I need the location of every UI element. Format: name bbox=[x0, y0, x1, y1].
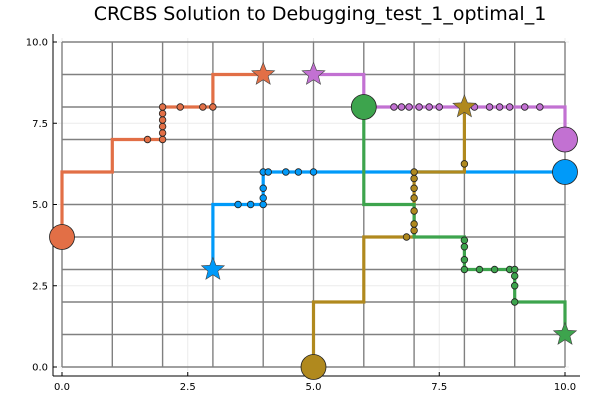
series-1-point-9 bbox=[309, 168, 318, 176]
series-0-point-5 bbox=[158, 109, 167, 118]
series-2-goal-marker bbox=[452, 94, 477, 118]
series-0-point-1 bbox=[158, 135, 167, 144]
series-4-point-1 bbox=[390, 103, 398, 111]
series-3-point-5 bbox=[490, 265, 499, 274]
x-tick-label-0: 0.0 bbox=[54, 382, 70, 393]
series-4-point-6 bbox=[435, 103, 443, 111]
series-2-path bbox=[311, 107, 466, 367]
y-tick-label-0: 0.0 bbox=[32, 363, 48, 374]
series-3-start-marker bbox=[350, 94, 377, 120]
series-1-goal-marker bbox=[200, 256, 226, 280]
series-3-point-2 bbox=[460, 256, 469, 264]
series-2-point-8 bbox=[460, 160, 469, 168]
series-3-point-0 bbox=[460, 236, 469, 244]
series-1-point-3 bbox=[259, 194, 267, 202]
series-4-point-9 bbox=[485, 103, 494, 111]
y-tick-label-2: 5.0 bbox=[32, 200, 48, 211]
series-1-point-4 bbox=[259, 184, 267, 192]
series-4-point-13 bbox=[536, 103, 544, 111]
series-4-point-10 bbox=[495, 103, 504, 111]
x-tick-label-3: 7.5 bbox=[431, 382, 447, 393]
series-4-point-11 bbox=[505, 103, 514, 111]
x-tick-label-1: 2.5 bbox=[180, 382, 196, 393]
series-4-point-12 bbox=[521, 103, 529, 111]
series-2-point-4 bbox=[410, 194, 418, 202]
tick-labels: 0.0 2.5 5.0 7.5 10.0 0.0 2.5 5.0 7.5 10.0 bbox=[26, 38, 576, 394]
series-0-start-marker bbox=[49, 224, 75, 250]
series-4-point-5 bbox=[425, 103, 433, 111]
agent-points bbox=[143, 103, 544, 306]
series-4-start-marker bbox=[552, 126, 578, 153]
series-1-point-2 bbox=[259, 200, 267, 209]
series-2-point-1 bbox=[410, 226, 418, 235]
series-2-point-5 bbox=[410, 184, 418, 192]
series-2-point-7 bbox=[410, 168, 418, 176]
series-3-path bbox=[362, 107, 567, 335]
series-1-point-0 bbox=[234, 200, 242, 209]
series-3-point-3 bbox=[460, 265, 469, 274]
series-1-point-6 bbox=[264, 168, 272, 176]
series-0-goal-marker bbox=[251, 61, 276, 85]
series-3-point-8 bbox=[511, 272, 519, 280]
series-3-point-7 bbox=[511, 265, 519, 274]
series-0-point-2 bbox=[158, 129, 167, 137]
chart-title: CRCBS Solution to Debugging_test_1_optim… bbox=[94, 3, 547, 25]
series-3-point-10 bbox=[511, 298, 519, 306]
series-0-point-4 bbox=[158, 116, 167, 124]
y-tick-label-3: 7.5 bbox=[32, 119, 48, 130]
y-tick-label-1: 2.5 bbox=[32, 281, 48, 292]
series-2-point-2 bbox=[410, 220, 418, 228]
x-tick-label-4: 10.0 bbox=[554, 382, 576, 393]
series-0-point-3 bbox=[158, 122, 167, 131]
series-0-point-9 bbox=[209, 103, 217, 111]
series-4-point-2 bbox=[397, 103, 406, 111]
series-1-start-marker bbox=[552, 159, 578, 185]
series-0-point-6 bbox=[158, 103, 167, 111]
series-0-point-7 bbox=[176, 103, 184, 111]
series-2-point-0 bbox=[402, 233, 411, 241]
series-1-point-8 bbox=[294, 168, 303, 176]
series-2-point-6 bbox=[410, 174, 418, 183]
series-4-point-4 bbox=[415, 103, 423, 111]
x-tick-label-2: 5.0 bbox=[306, 382, 322, 393]
series-4-point-3 bbox=[405, 103, 413, 111]
series-4-goal-marker bbox=[301, 61, 326, 85]
series-2-start-marker bbox=[300, 354, 327, 380]
series-0-point-0 bbox=[143, 135, 152, 144]
series-1-point-1 bbox=[246, 200, 255, 209]
y-tick-label-4: 10.0 bbox=[26, 38, 48, 49]
series-0-point-8 bbox=[199, 103, 207, 111]
series-3-point-4 bbox=[475, 265, 484, 274]
series-3-point-1 bbox=[460, 243, 469, 251]
series-2-point-3 bbox=[410, 207, 418, 215]
agent-markers bbox=[49, 61, 578, 380]
series-1-point-7 bbox=[282, 168, 290, 176]
series-3-goal-marker bbox=[552, 321, 578, 345]
series-3-point-9 bbox=[511, 282, 519, 290]
